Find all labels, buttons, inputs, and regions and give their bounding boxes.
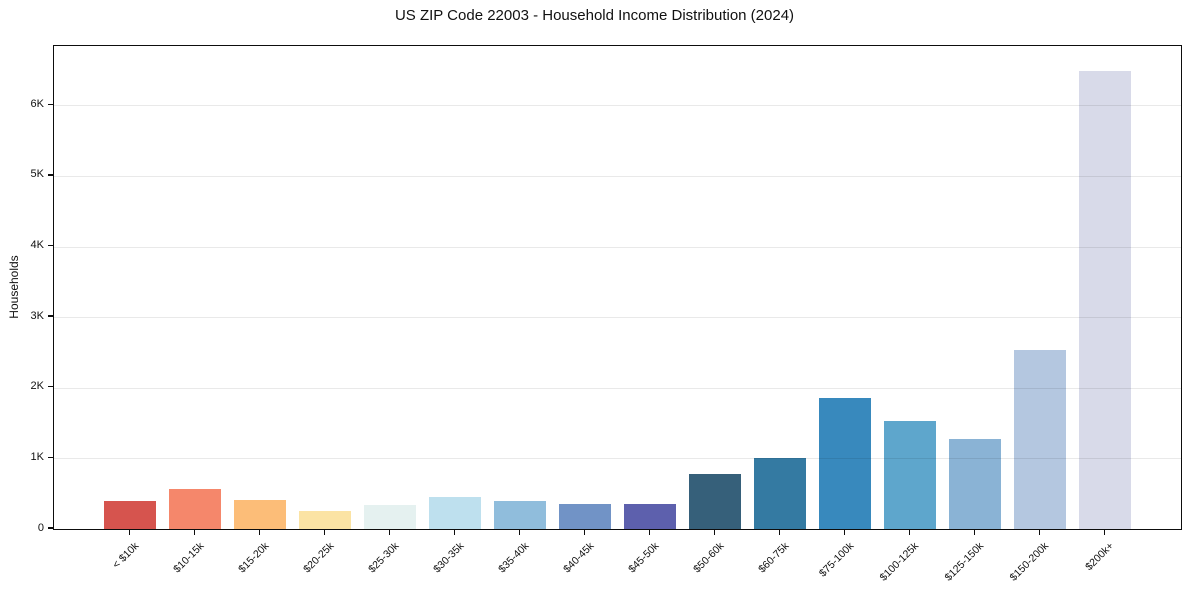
x-tick-mark bbox=[324, 529, 326, 535]
bar-$150-200k bbox=[1014, 350, 1066, 529]
bar-$200k+ bbox=[1079, 71, 1131, 529]
y-tick-label: 4K bbox=[30, 239, 44, 252]
y-tick-label: 1K bbox=[30, 450, 44, 463]
x-tick-mark bbox=[714, 529, 716, 535]
x-tick-mark bbox=[779, 529, 781, 535]
y-tick-label: 0 bbox=[37, 521, 44, 534]
x-tick-label: $10-15k bbox=[171, 540, 207, 576]
x-tick-mark bbox=[129, 529, 131, 535]
gridline bbox=[54, 317, 1181, 319]
y-tick-mark bbox=[48, 103, 53, 105]
bar-$125-150k bbox=[949, 438, 1001, 529]
x-tick-mark bbox=[454, 529, 456, 535]
gridline bbox=[54, 175, 1181, 177]
x-tick-mark bbox=[194, 529, 196, 535]
x-tick-label: $15-20k bbox=[236, 540, 272, 576]
x-tick-label: $40-45k bbox=[561, 540, 597, 576]
y-tick-label: 5K bbox=[30, 168, 44, 181]
x-tick-label: $60-75k bbox=[756, 540, 792, 576]
y-tick-mark bbox=[48, 386, 53, 388]
bar-$10-15k bbox=[169, 488, 221, 529]
bar-$75-100k bbox=[819, 397, 871, 529]
x-tick-label: $35-40k bbox=[496, 540, 532, 576]
bar-$35-40k bbox=[494, 501, 546, 529]
x-tick-mark bbox=[1104, 529, 1106, 535]
x-tick-mark bbox=[389, 529, 391, 535]
bar-$45-50k bbox=[624, 504, 676, 529]
bar-$60-75k bbox=[754, 457, 806, 529]
bar-$50-60k bbox=[689, 473, 741, 529]
x-tick-mark bbox=[259, 529, 261, 535]
bar-$15-20k bbox=[234, 500, 286, 529]
x-tick-label: $200k+ bbox=[1083, 540, 1117, 574]
bar-$20-25k bbox=[299, 511, 351, 529]
y-tick-label: 2K bbox=[30, 380, 44, 393]
y-tick-mark bbox=[48, 527, 53, 529]
x-tick-label: $20-25k bbox=[301, 540, 337, 576]
x-tick-label: $30-35k bbox=[431, 540, 467, 576]
gridline bbox=[54, 105, 1181, 107]
y-tick-label: 6K bbox=[30, 97, 44, 110]
x-tick-label: $125-150k bbox=[942, 540, 987, 584]
x-tick-mark bbox=[649, 529, 651, 535]
bar-$25-30k bbox=[364, 505, 416, 529]
x-tick-mark bbox=[1039, 529, 1041, 535]
bar-$40-45k bbox=[559, 503, 611, 529]
x-tick-mark bbox=[844, 529, 846, 535]
x-tick-label: $25-30k bbox=[366, 540, 402, 576]
x-tick-mark bbox=[584, 529, 586, 535]
gridline bbox=[54, 458, 1181, 460]
x-tick-label: $50-60k bbox=[691, 540, 727, 576]
x-tick-label: $100-125k bbox=[877, 540, 922, 584]
y-tick-mark bbox=[48, 456, 53, 459]
x-tick-label: $45-50k bbox=[626, 540, 662, 576]
y-tick-mark bbox=[48, 315, 53, 317]
y-tick-mark bbox=[48, 244, 53, 247]
x-tick-mark bbox=[519, 529, 521, 535]
x-tick-label: $75-100k bbox=[817, 540, 857, 580]
x-tick-label: < $10k bbox=[110, 540, 142, 571]
bar-$30-35k bbox=[429, 497, 481, 529]
x-tick-mark bbox=[909, 529, 911, 535]
bar-< $10k bbox=[104, 500, 156, 529]
gridline bbox=[54, 246, 1181, 248]
x-tick-mark bbox=[974, 529, 976, 535]
plot-area bbox=[53, 45, 1182, 530]
x-tick-label: $150-200k bbox=[1007, 540, 1052, 584]
chart-title: US ZIP Code 22003 - Household Income Dis… bbox=[394, 7, 795, 24]
gridline bbox=[54, 387, 1181, 389]
bar-$100-125k bbox=[884, 420, 936, 529]
y-tick-label: 3K bbox=[30, 309, 44, 322]
y-tick-mark bbox=[48, 174, 53, 176]
